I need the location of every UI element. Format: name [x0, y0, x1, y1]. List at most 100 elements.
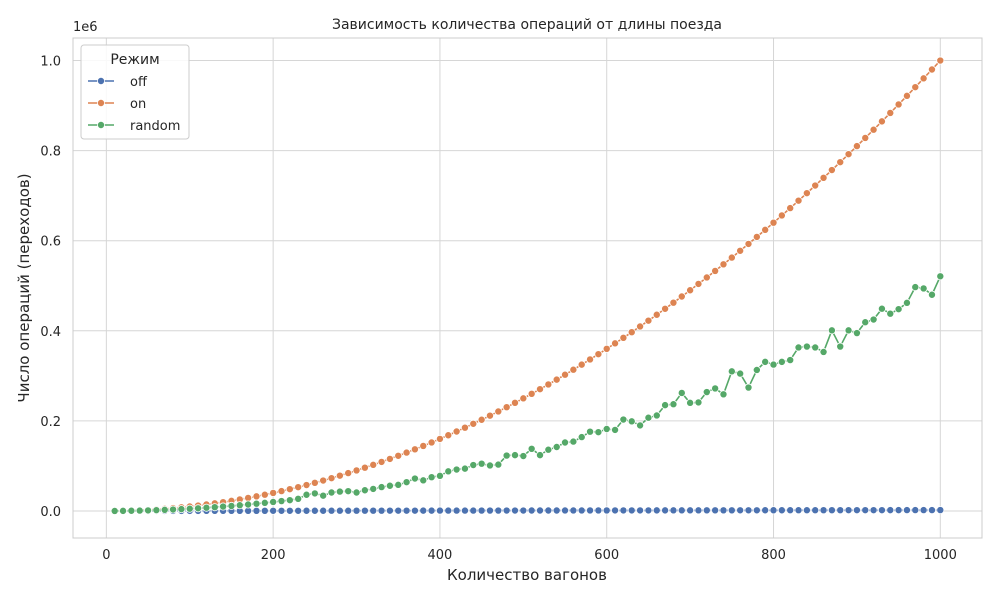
data-point-random	[510, 451, 519, 460]
data-point-on	[485, 411, 494, 420]
data-point-on	[327, 474, 336, 483]
data-point-off	[377, 506, 386, 515]
data-point-off	[277, 506, 286, 515]
data-point-off	[569, 506, 578, 515]
data-point-on	[277, 487, 286, 496]
data-point-random	[235, 501, 244, 510]
data-point-random	[794, 343, 803, 352]
data-point-off	[302, 506, 311, 515]
data-point-off	[369, 506, 378, 515]
data-point-off	[802, 506, 811, 515]
y-tick-label: 0.0	[40, 505, 61, 520]
data-point-random	[152, 506, 161, 515]
data-point-random	[160, 505, 169, 514]
data-point-on	[252, 492, 261, 501]
data-point-random	[811, 343, 820, 352]
data-point-random	[419, 476, 428, 485]
data-point-off	[794, 506, 803, 515]
data-point-random	[177, 505, 186, 514]
data-point-off	[544, 506, 553, 515]
data-point-off	[494, 506, 503, 515]
data-point-on	[794, 196, 803, 205]
data-point-random	[719, 390, 728, 399]
data-point-off	[844, 506, 853, 515]
legend-label: on	[130, 97, 146, 112]
data-point-random	[127, 506, 136, 515]
data-point-off	[811, 506, 820, 515]
data-point-random	[686, 398, 695, 407]
data-point-random	[836, 342, 845, 351]
data-point-off	[827, 506, 836, 515]
data-point-random	[644, 413, 653, 422]
data-point-random	[385, 481, 394, 490]
data-point-random	[344, 487, 353, 496]
legend-label: off	[130, 75, 148, 90]
data-point-random	[844, 326, 853, 335]
data-point-off	[477, 506, 486, 515]
data-point-off	[694, 506, 703, 515]
data-point-on	[777, 211, 786, 220]
data-point-random	[369, 484, 378, 493]
series-random	[110, 272, 945, 515]
data-point-random	[761, 357, 770, 366]
data-point-on	[369, 460, 378, 469]
data-point-on	[936, 56, 945, 65]
data-point-off	[527, 506, 536, 515]
data-point-random	[477, 459, 486, 468]
data-point-off	[686, 506, 695, 515]
data-point-off	[761, 506, 770, 515]
data-point-random	[694, 398, 703, 407]
data-point-on	[619, 333, 628, 342]
data-point-random	[294, 494, 303, 503]
data-point-off	[577, 506, 586, 515]
data-point-random	[219, 502, 228, 511]
data-point-on	[661, 304, 670, 313]
data-point-off	[294, 506, 303, 515]
data-point-on	[861, 133, 870, 142]
data-point-random	[427, 473, 436, 482]
data-point-random	[444, 467, 453, 476]
data-point-random	[752, 365, 761, 374]
data-point-off	[469, 506, 478, 515]
data-point-random	[586, 427, 595, 436]
data-point-on	[911, 83, 920, 92]
legend: Режим off on random	[80, 44, 190, 140]
data-point-off	[661, 506, 670, 515]
data-point-random	[244, 500, 253, 509]
data-point-on	[827, 166, 836, 175]
data-point-random	[327, 488, 336, 497]
data-point-off	[711, 506, 720, 515]
data-point-off	[252, 506, 261, 515]
data-point-random	[402, 478, 411, 487]
data-point-off	[485, 506, 494, 515]
data-point-off	[702, 506, 711, 515]
data-point-on	[302, 481, 311, 490]
data-point-random	[711, 384, 720, 393]
data-point-on	[360, 463, 369, 472]
data-point-on	[377, 457, 386, 466]
data-point-off	[335, 506, 344, 515]
x-axis-label: Количество вагонов	[447, 566, 607, 584]
data-point-random	[727, 367, 736, 376]
data-point-on	[552, 375, 561, 384]
data-point-on	[319, 476, 328, 485]
legend-item-on: on	[88, 97, 146, 112]
x-tick-label: 400	[428, 548, 453, 563]
data-point-off	[385, 506, 394, 515]
data-point-on	[586, 355, 595, 364]
x-tick-label: 1000	[924, 548, 957, 563]
data-point-off	[460, 506, 469, 515]
data-point-random	[210, 503, 219, 512]
data-point-off	[552, 506, 561, 515]
data-point-random	[194, 504, 203, 513]
data-point-on	[544, 380, 553, 389]
data-point-on	[527, 389, 536, 398]
data-point-on	[352, 466, 361, 475]
legend-swatch-marker	[97, 121, 106, 130]
data-point-off	[852, 506, 861, 515]
data-point-off	[410, 506, 419, 515]
data-point-off	[427, 506, 436, 515]
data-point-random	[485, 461, 494, 470]
data-point-off	[677, 506, 686, 515]
